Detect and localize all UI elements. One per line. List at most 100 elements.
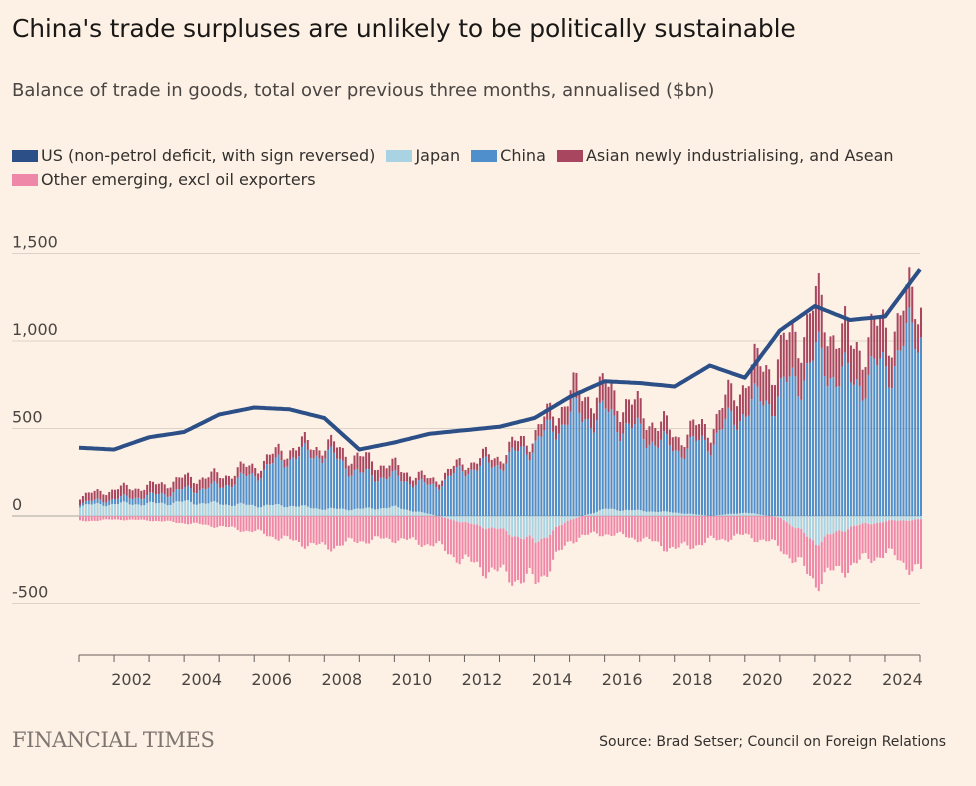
bar-segment	[461, 464, 464, 472]
bar-segment	[96, 516, 99, 521]
bar-segment	[604, 508, 607, 516]
bar-segment	[554, 425, 558, 440]
bar-segment	[105, 495, 108, 503]
bar-segment	[403, 516, 406, 539]
bar-segment	[414, 511, 417, 516]
bar-segment	[300, 516, 303, 547]
bar-segment	[800, 399, 803, 516]
bar-segment	[292, 516, 295, 541]
bar-segment	[426, 516, 429, 545]
bar-segment	[502, 470, 505, 516]
bar-segment	[213, 500, 216, 516]
bar-segment	[154, 484, 157, 495]
bar-segment	[738, 394, 741, 422]
bar-segment	[630, 404, 633, 429]
bar-segment	[814, 285, 817, 342]
bar-segment	[572, 397, 575, 516]
bar-segment	[715, 413, 718, 433]
legend-swatch-us	[12, 150, 38, 162]
bar-segment	[820, 516, 823, 542]
bar-segment	[163, 494, 166, 504]
bar-segment	[312, 449, 315, 459]
legend-item-asean: Asian newly industrialising, and Asean	[556, 144, 894, 168]
bar-segment	[832, 335, 835, 378]
bar-segment	[353, 516, 356, 542]
bar-segment	[543, 416, 546, 431]
bar-segment	[788, 524, 791, 559]
legend-label-other-emerging: Other emerging, excl oil exporters	[41, 170, 316, 189]
bar-segment	[262, 505, 265, 516]
bar-segment	[233, 484, 236, 506]
bar-segment	[411, 480, 414, 488]
bar-segment	[280, 460, 283, 506]
bar-segment	[125, 495, 128, 503]
bar-segment	[689, 420, 692, 438]
bar-segment	[125, 484, 128, 496]
bar-segment	[201, 477, 204, 489]
bar-segment	[260, 507, 263, 516]
bar-segment	[826, 516, 829, 535]
bar-segment	[122, 501, 125, 516]
bar-segment	[552, 416, 555, 432]
bar-segment	[160, 492, 163, 503]
bar-segment	[242, 463, 245, 474]
bar-segment	[730, 516, 733, 540]
bar-segment	[406, 516, 409, 540]
bar-segment	[610, 516, 613, 536]
bar-segment	[563, 406, 566, 425]
bar-segment	[408, 484, 411, 511]
x-tick-label: 2018	[672, 670, 713, 689]
bar-segment	[663, 431, 666, 512]
bar-segment	[823, 376, 826, 516]
bar-segment	[517, 441, 520, 452]
bar-segment	[277, 443, 280, 455]
bar-segment	[896, 520, 899, 561]
bar-segment	[81, 495, 84, 503]
bar-segment	[79, 505, 82, 508]
bar-segment	[330, 434, 333, 447]
bar-segment	[689, 437, 692, 514]
bar-segment	[715, 516, 718, 541]
bar-segment	[373, 481, 376, 510]
bar-segment	[105, 516, 108, 520]
bar-segment	[759, 401, 762, 515]
bar-segment	[595, 516, 598, 534]
bar-segment	[403, 472, 406, 482]
bar-segment	[187, 500, 190, 516]
bar-segment	[184, 487, 187, 501]
bar-segment	[493, 466, 496, 516]
bar-segment	[93, 490, 96, 500]
bar-segment	[727, 516, 730, 542]
bar-segment	[560, 424, 563, 516]
bar-segment	[341, 516, 344, 546]
bar-segment	[806, 516, 809, 537]
bar-segment	[712, 444, 715, 516]
bar-segment	[119, 502, 122, 516]
bar-segment	[476, 463, 479, 471]
bar-segment	[338, 516, 341, 546]
bar-segment	[879, 522, 882, 558]
bar-segment	[695, 440, 698, 515]
bar-segment	[111, 498, 114, 504]
bar-segment	[262, 469, 265, 506]
bar-segment	[265, 454, 268, 465]
bar-segment	[417, 471, 420, 481]
bar-segment	[873, 516, 876, 524]
bar-segment	[341, 508, 344, 516]
bar-segment	[844, 306, 847, 353]
x-tick-label: 2016	[602, 670, 643, 689]
bar-segment	[581, 401, 584, 423]
bar-segment	[268, 454, 271, 465]
bar-segment	[108, 500, 111, 505]
bar-segment	[350, 475, 353, 511]
bar-segment	[435, 516, 438, 544]
bar-segment	[914, 349, 917, 516]
bar-segment	[318, 458, 321, 510]
bar-segment	[429, 484, 432, 515]
bar-segment	[566, 406, 569, 425]
bar-segment	[192, 492, 195, 505]
bar-segment	[546, 537, 549, 577]
bar-segment	[642, 516, 645, 539]
bar-segment	[192, 516, 195, 523]
